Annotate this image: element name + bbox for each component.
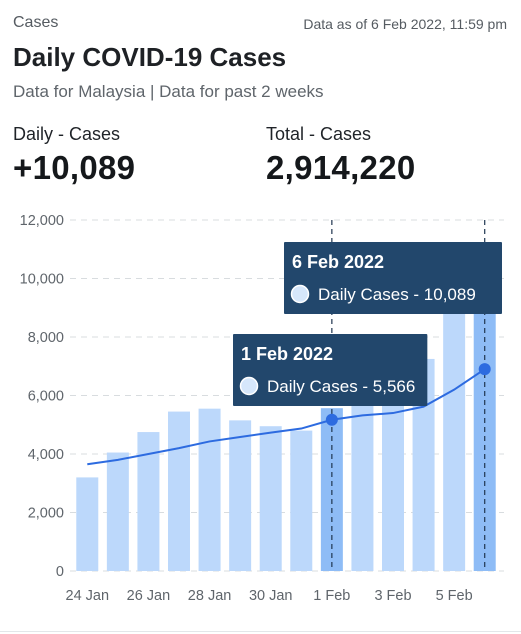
tooltip-date: 6 Feb 2022 xyxy=(292,252,384,272)
total-cases-value: 2,914,220 xyxy=(266,149,416,186)
bar-31-jan[interactable] xyxy=(290,430,313,571)
y-tick-label: 6,000 xyxy=(28,389,64,405)
chart-title: Daily COVID-19 Cases xyxy=(13,42,287,72)
bar-26-jan[interactable] xyxy=(137,432,160,571)
x-tick-label: 3 Feb xyxy=(374,588,411,604)
y-tick-label: 4,000 xyxy=(28,447,64,463)
total-cases-label: Total - Cases xyxy=(266,124,372,144)
tooltip-value: Daily Cases - 5,566 xyxy=(267,377,415,396)
bar-3-feb[interactable] xyxy=(382,402,404,571)
legend-dot-icon xyxy=(290,284,310,304)
x-tick-label: 5 Feb xyxy=(436,588,473,604)
bar-4-feb[interactable] xyxy=(412,358,435,571)
bar-2-feb[interactable] xyxy=(351,405,374,571)
data-timestamp: Data as of 6 Feb 2022, 11:59 pm xyxy=(303,16,507,32)
bar-5-feb[interactable] xyxy=(443,304,466,571)
x-tick-label: 30 Jan xyxy=(249,588,293,604)
x-tick-label: 28 Jan xyxy=(188,588,232,604)
chart-subtitle: Data for Malaysia | Data for past 2 week… xyxy=(13,82,324,101)
y-tick-label: 8,000 xyxy=(28,330,64,346)
bar-6-feb[interactable] xyxy=(473,275,496,571)
daily-cases-chart[interactable]: 12,000 10,000 8,000 6,000 4,000 2,000 024 Jan 2… xyxy=(0,200,521,610)
bar-24-jan[interactable] xyxy=(76,477,99,571)
daily-cases-value: +10,089 xyxy=(13,149,136,186)
bar-1-feb[interactable] xyxy=(320,408,343,571)
highlight-point[interactable] xyxy=(325,413,338,426)
daily-cases-label: Daily - Cases xyxy=(13,124,121,144)
tooltip-date: 1 Feb 2022 xyxy=(241,344,333,364)
x-tick-label: 1 Feb xyxy=(313,588,350,604)
y-tick-label: 0 xyxy=(56,564,64,580)
bar-25-jan[interactable] xyxy=(106,452,129,571)
bar-30-jan[interactable] xyxy=(259,426,282,571)
highlight-point[interactable] xyxy=(478,363,491,376)
tooltip-box xyxy=(284,242,502,314)
y-tick-label: 2,000 xyxy=(28,506,64,522)
bar-29-jan[interactable] xyxy=(229,420,252,571)
bar-28-jan[interactable] xyxy=(198,408,221,571)
y-tick-label: 12,000 xyxy=(20,213,64,229)
x-tick-label: 26 Jan xyxy=(127,588,171,604)
y-tick-label: 10,000 xyxy=(20,272,64,288)
total-cases-stat: Total - Cases 2,914,220 xyxy=(266,124,416,187)
daily-cases-stat: Daily - Cases +10,089 xyxy=(13,124,135,187)
x-tick-label: 24 Jan xyxy=(66,588,110,604)
card-divider xyxy=(0,631,521,632)
tooltip-box xyxy=(233,334,428,406)
bar-27-jan[interactable] xyxy=(168,411,190,571)
tooltip-value: Daily Cases - 10,089 xyxy=(318,285,476,304)
section-label: Cases xyxy=(13,14,59,31)
trend-line xyxy=(87,368,486,466)
legend-dot-icon xyxy=(239,376,259,396)
